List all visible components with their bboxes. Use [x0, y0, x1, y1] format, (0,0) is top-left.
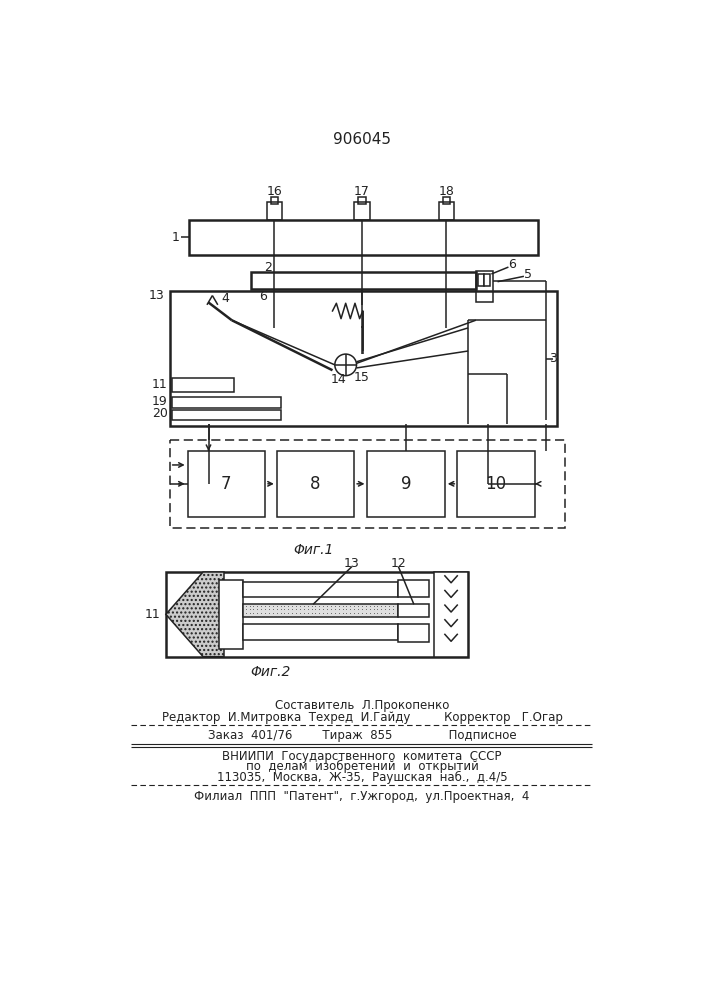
Text: Редактор  И.Митровка  Техред  И.Гайду         Корректор   Г.Огар: Редактор И.Митровка Техред И.Гайду Корре…: [161, 711, 562, 724]
Bar: [172, 378, 234, 392]
Bar: [443, 197, 450, 204]
Text: 9: 9: [401, 475, 411, 493]
Bar: [398, 580, 429, 597]
Text: Составитель  Л.Прокопенко: Составитель Л.Прокопенко: [275, 699, 449, 712]
Text: 14: 14: [331, 373, 346, 386]
Text: 13: 13: [148, 289, 165, 302]
Text: 11: 11: [152, 378, 168, 391]
Bar: [484, 274, 490, 286]
Text: 18: 18: [438, 185, 455, 198]
Bar: [398, 624, 429, 642]
Text: 6: 6: [259, 290, 267, 303]
Text: Заказ  401/76        Тираж  855               Подписное: Заказ 401/76 Тираж 855 Подписное: [208, 730, 516, 742]
Bar: [189, 220, 538, 255]
Bar: [478, 274, 484, 286]
Text: 12: 12: [390, 557, 407, 570]
Bar: [476, 271, 493, 302]
Polygon shape: [166, 572, 224, 657]
Text: ВНИИПИ  Государственного  комитета  СССР: ВНИИПИ Государственного комитета СССР: [222, 750, 502, 763]
Bar: [243, 604, 398, 617]
Text: 8: 8: [310, 475, 321, 493]
Text: 16: 16: [267, 185, 282, 198]
Bar: [434, 572, 468, 657]
Bar: [187, 451, 265, 517]
Bar: [354, 202, 370, 220]
Text: Филиал  ППП  "Патент",  г.Ужгород,  ул.Проектная,  4: Филиал ППП "Патент", г.Ужгород, ул.Проек…: [194, 790, 530, 803]
Text: Φиг.2: Φиг.2: [250, 665, 291, 679]
Bar: [243, 582, 398, 597]
Text: 17: 17: [354, 185, 370, 198]
Bar: [271, 197, 279, 204]
Bar: [251, 272, 476, 289]
Bar: [438, 202, 454, 220]
Text: 2: 2: [264, 261, 272, 274]
Bar: [172, 397, 281, 408]
Text: 6: 6: [508, 258, 516, 271]
Text: 15: 15: [354, 371, 369, 384]
Bar: [358, 197, 366, 204]
Text: 906045: 906045: [333, 132, 391, 147]
Text: 19: 19: [152, 395, 168, 408]
Text: 1: 1: [172, 231, 180, 244]
Text: 13: 13: [344, 557, 360, 570]
Text: 11: 11: [145, 608, 160, 621]
Text: 10: 10: [486, 475, 507, 493]
Bar: [243, 624, 398, 640]
Bar: [368, 451, 445, 517]
Bar: [218, 580, 243, 649]
Text: Φиг.1: Φиг.1: [293, 543, 333, 557]
Bar: [172, 410, 281, 420]
Bar: [457, 451, 534, 517]
Text: 7: 7: [221, 475, 232, 493]
Text: 3: 3: [549, 352, 557, 365]
Bar: [166, 572, 468, 657]
Bar: [398, 604, 429, 617]
Bar: [170, 440, 565, 528]
Text: 5: 5: [524, 267, 532, 280]
Text: 113035,  Москва,  Ж-35,  Раушская  наб.,  д.4/5: 113035, Москва, Ж-35, Раушская наб., д.4…: [216, 771, 507, 784]
Text: 20: 20: [152, 407, 168, 420]
Text: 4: 4: [221, 292, 230, 305]
Bar: [276, 451, 354, 517]
Text: по  делам  изобретений  и  открытий: по делам изобретений и открытий: [245, 760, 479, 773]
Bar: [170, 291, 557, 426]
Bar: [267, 202, 282, 220]
